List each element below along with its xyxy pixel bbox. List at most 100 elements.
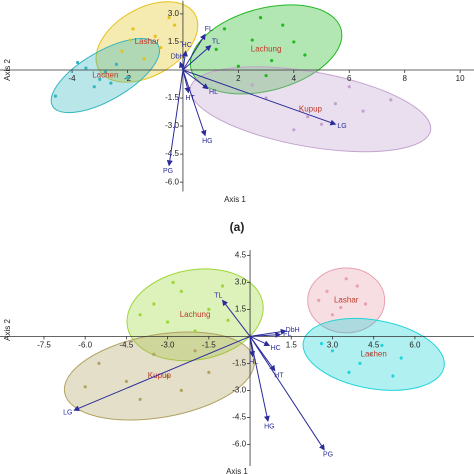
point: [92, 85, 96, 89]
group-label: Lashar: [135, 37, 160, 46]
point: [319, 342, 324, 346]
x-tick-label: 4.5: [368, 341, 380, 350]
point: [138, 313, 142, 317]
point: [222, 27, 227, 31]
point: [226, 318, 230, 322]
point: [97, 361, 101, 365]
y-tick-label: -1.5: [165, 93, 179, 102]
loading-vector: [249, 335, 271, 346]
point: [167, 16, 171, 20]
point: [358, 361, 362, 365]
point: [325, 289, 329, 293]
x-tick-label: 3.0: [327, 341, 339, 350]
group-ellipse: [307, 267, 386, 334]
y-tick-label: -1.5: [232, 359, 246, 368]
x-tick-label: -3.0: [161, 341, 175, 350]
point: [124, 379, 128, 383]
vector-label: LG: [337, 123, 346, 130]
point: [389, 98, 393, 102]
vector-label: HC: [271, 345, 281, 352]
group-label: Lachung: [251, 45, 282, 54]
point: [264, 73, 268, 78]
point: [236, 64, 240, 68]
loading-vector: [182, 45, 212, 71]
point: [98, 77, 102, 81]
loading-vector: [249, 336, 325, 451]
point: [319, 122, 324, 126]
vector-label: DbH: [171, 54, 185, 61]
point: [250, 38, 254, 42]
point: [339, 306, 343, 310]
vector-label: FL: [205, 26, 213, 33]
point: [292, 40, 296, 44]
y-tick-label: -3.0: [165, 121, 179, 130]
x-tick-label: -6.0: [78, 341, 92, 350]
x-tick-label: 2: [236, 74, 241, 83]
point: [344, 277, 348, 281]
point: [142, 57, 146, 61]
point: [193, 329, 197, 333]
x-tick-label: 1.5: [286, 341, 298, 350]
group-label: Kupup: [148, 371, 172, 380]
point: [399, 356, 403, 360]
group-label: Lachen: [92, 71, 118, 80]
vector-label: TL: [214, 292, 222, 299]
x-tick-label: -1.5: [202, 341, 216, 350]
point: [303, 53, 307, 57]
point: [317, 298, 321, 302]
loading-vector: [179, 61, 185, 71]
point: [258, 16, 263, 20]
loading-vector: [182, 33, 206, 71]
point: [207, 307, 211, 311]
loading-vector: [166, 69, 184, 167]
vector-label: HT: [185, 95, 195, 102]
group-label: Lachung: [180, 310, 211, 319]
point: [306, 115, 310, 119]
point: [153, 34, 157, 38]
point: [53, 94, 58, 98]
point: [179, 388, 183, 392]
loading-vector: [182, 69, 209, 90]
point: [363, 302, 368, 306]
point: [355, 284, 359, 288]
point: [109, 81, 113, 85]
point: [361, 109, 365, 113]
loading-vector: [182, 69, 207, 137]
point: [76, 60, 80, 65]
point: [333, 102, 338, 106]
point: [193, 349, 197, 353]
point: [391, 374, 395, 378]
vector-label: HL: [209, 89, 218, 96]
point: [114, 62, 119, 66]
x-tick-label: -4.5: [120, 341, 134, 350]
loading-vector: [221, 299, 251, 337]
loading-vector: [73, 335, 251, 412]
point: [281, 23, 285, 27]
point: [171, 280, 175, 284]
point: [131, 27, 135, 31]
vector-label: TL: [212, 39, 220, 46]
point: [103, 70, 107, 74]
y-tick-label: -6.0: [165, 177, 179, 186]
loading-vector: [249, 336, 276, 372]
vector-label: HG: [264, 424, 275, 431]
vector-label: HL: [249, 359, 258, 366]
point: [138, 397, 142, 401]
point: [166, 320, 170, 324]
point: [84, 66, 88, 70]
y-tick-label: 3.0: [235, 278, 247, 287]
point: [179, 289, 183, 293]
point: [380, 343, 384, 347]
point: [330, 313, 335, 317]
y-tick-label: -4.5: [232, 413, 246, 422]
vector-label: DbH: [286, 327, 300, 334]
point: [347, 85, 351, 89]
vector-label: HG: [202, 138, 213, 145]
group-ellipse: [189, 4, 343, 95]
x-tick-label: 10: [456, 74, 465, 83]
point: [369, 352, 373, 356]
point: [166, 374, 170, 378]
point: [270, 59, 274, 63]
vector-label: HT: [274, 372, 284, 379]
